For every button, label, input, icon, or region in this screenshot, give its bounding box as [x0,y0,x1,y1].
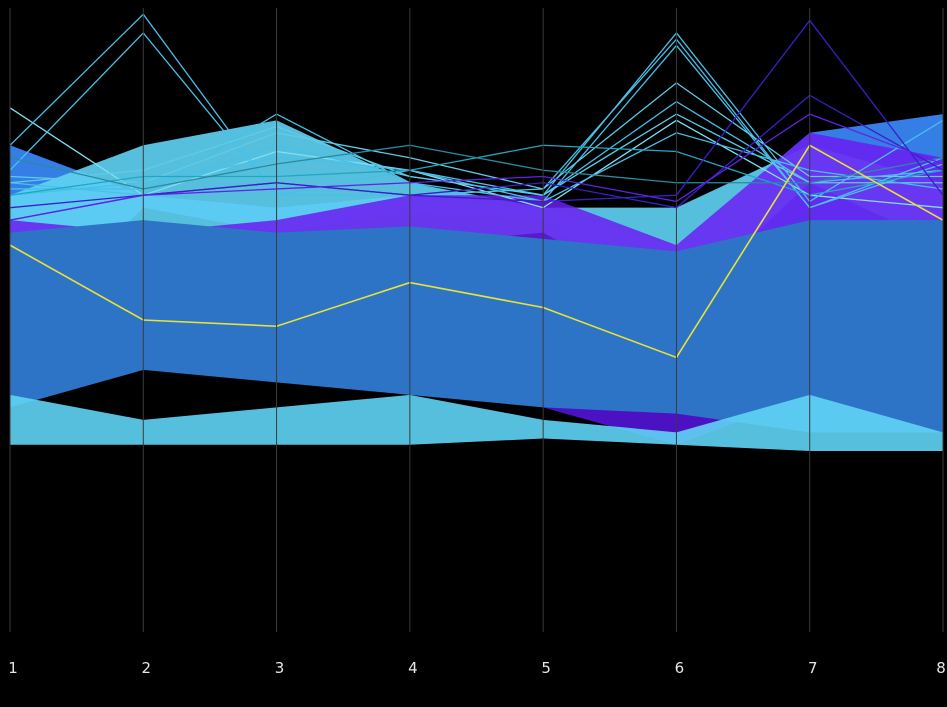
band-layer [10,114,943,452]
series-line-8 [9,132,944,203]
series-line-5 [9,82,943,190]
line-layer [9,13,944,359]
series-line-14 [9,144,944,359]
axis-tick-label-1: 1 [8,659,18,677]
series-line-12 [9,94,944,209]
band-6 [10,394,943,452]
axis-layer [9,8,944,632]
series-line-10 [9,144,944,190]
axis-tick-label-2: 2 [142,659,152,677]
axis-tick-label-5: 5 [541,659,551,677]
band-5 [10,220,943,433]
axis-tick-label-3: 3 [275,659,285,677]
axis-tick-label-4: 4 [408,659,418,677]
axis-tick-label-7: 7 [808,659,818,677]
axis-tick-label-8: 8 [936,659,946,677]
axis-label-layer: 1 2 3 4 5 6 7 8 [8,659,946,677]
series-line-13 [9,113,944,221]
axis-tick-label-6: 6 [675,659,685,677]
series-line-2 [9,13,944,203]
